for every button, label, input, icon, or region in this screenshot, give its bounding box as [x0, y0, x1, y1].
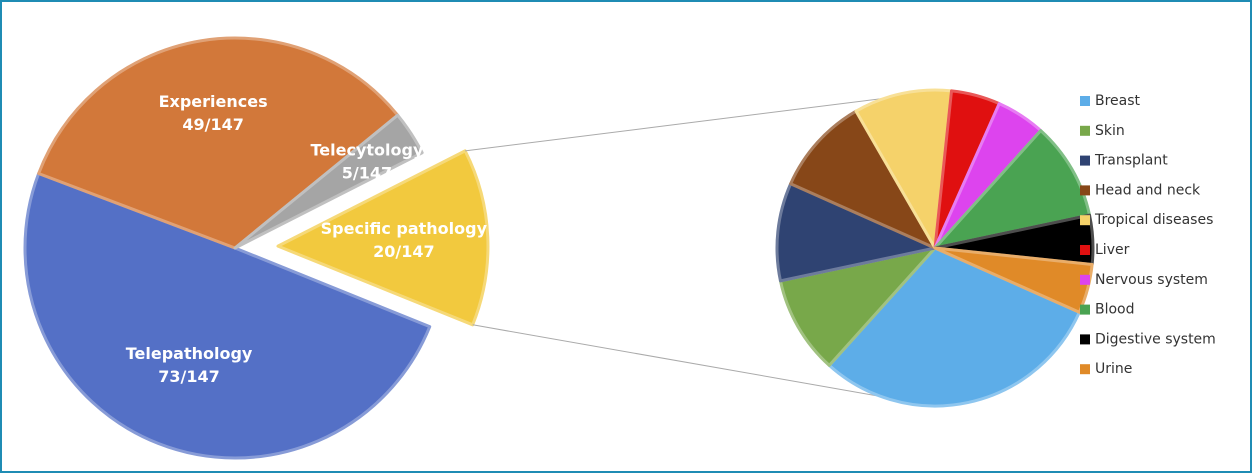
pie-slice — [933, 129, 1092, 250]
pie-slice — [778, 246, 937, 367]
connector-line — [465, 89, 952, 152]
legend-swatch — [1080, 364, 1090, 375]
slice-value: 20/147 — [373, 242, 435, 261]
legend-swatch — [1080, 96, 1090, 106]
slice-label: Telepathology — [126, 344, 253, 363]
slice-label: Telecytology — [310, 140, 423, 159]
legend-swatch — [1080, 304, 1090, 315]
legend-label: Digestive system — [1095, 331, 1216, 347]
legend-swatch — [1080, 334, 1090, 345]
pie-slice — [233, 113, 424, 250]
legend-swatch — [1080, 185, 1090, 196]
pie-slice — [854, 88, 954, 250]
legend-swatch — [1080, 274, 1090, 285]
pie-slice — [933, 246, 1094, 314]
legend-label: Tropical diseases — [1094, 212, 1213, 228]
slice-value: 73/147 — [158, 367, 220, 386]
slice-label: Specific pathology — [321, 219, 488, 238]
pie-slice — [775, 182, 937, 283]
legend-swatch — [1080, 125, 1090, 136]
legend-label: Transplant — [1094, 153, 1168, 169]
pie-slice — [789, 109, 937, 250]
pie-slice — [276, 149, 490, 327]
slice-value: 5/147 — [342, 163, 392, 182]
slice-value: 49/147 — [182, 115, 244, 134]
legend-label: Skin — [1095, 123, 1125, 139]
legend-label: Nervous system — [1095, 272, 1208, 288]
legend-label: Urine — [1095, 361, 1132, 377]
legend-label: Head and neck — [1095, 182, 1201, 198]
legend-swatch — [1080, 245, 1090, 255]
pie-slice — [23, 172, 432, 460]
legend-swatch — [1080, 155, 1090, 166]
slice-label: Experiences — [159, 92, 268, 111]
legend-label: Breast — [1095, 93, 1141, 109]
connector-line — [472, 324, 936, 407]
legend-label: Blood — [1095, 302, 1135, 318]
legend-label: Liver — [1095, 242, 1130, 258]
pie-slice — [37, 36, 400, 250]
legend-swatch — [1080, 215, 1090, 226]
pie-slice — [827, 246, 1081, 408]
